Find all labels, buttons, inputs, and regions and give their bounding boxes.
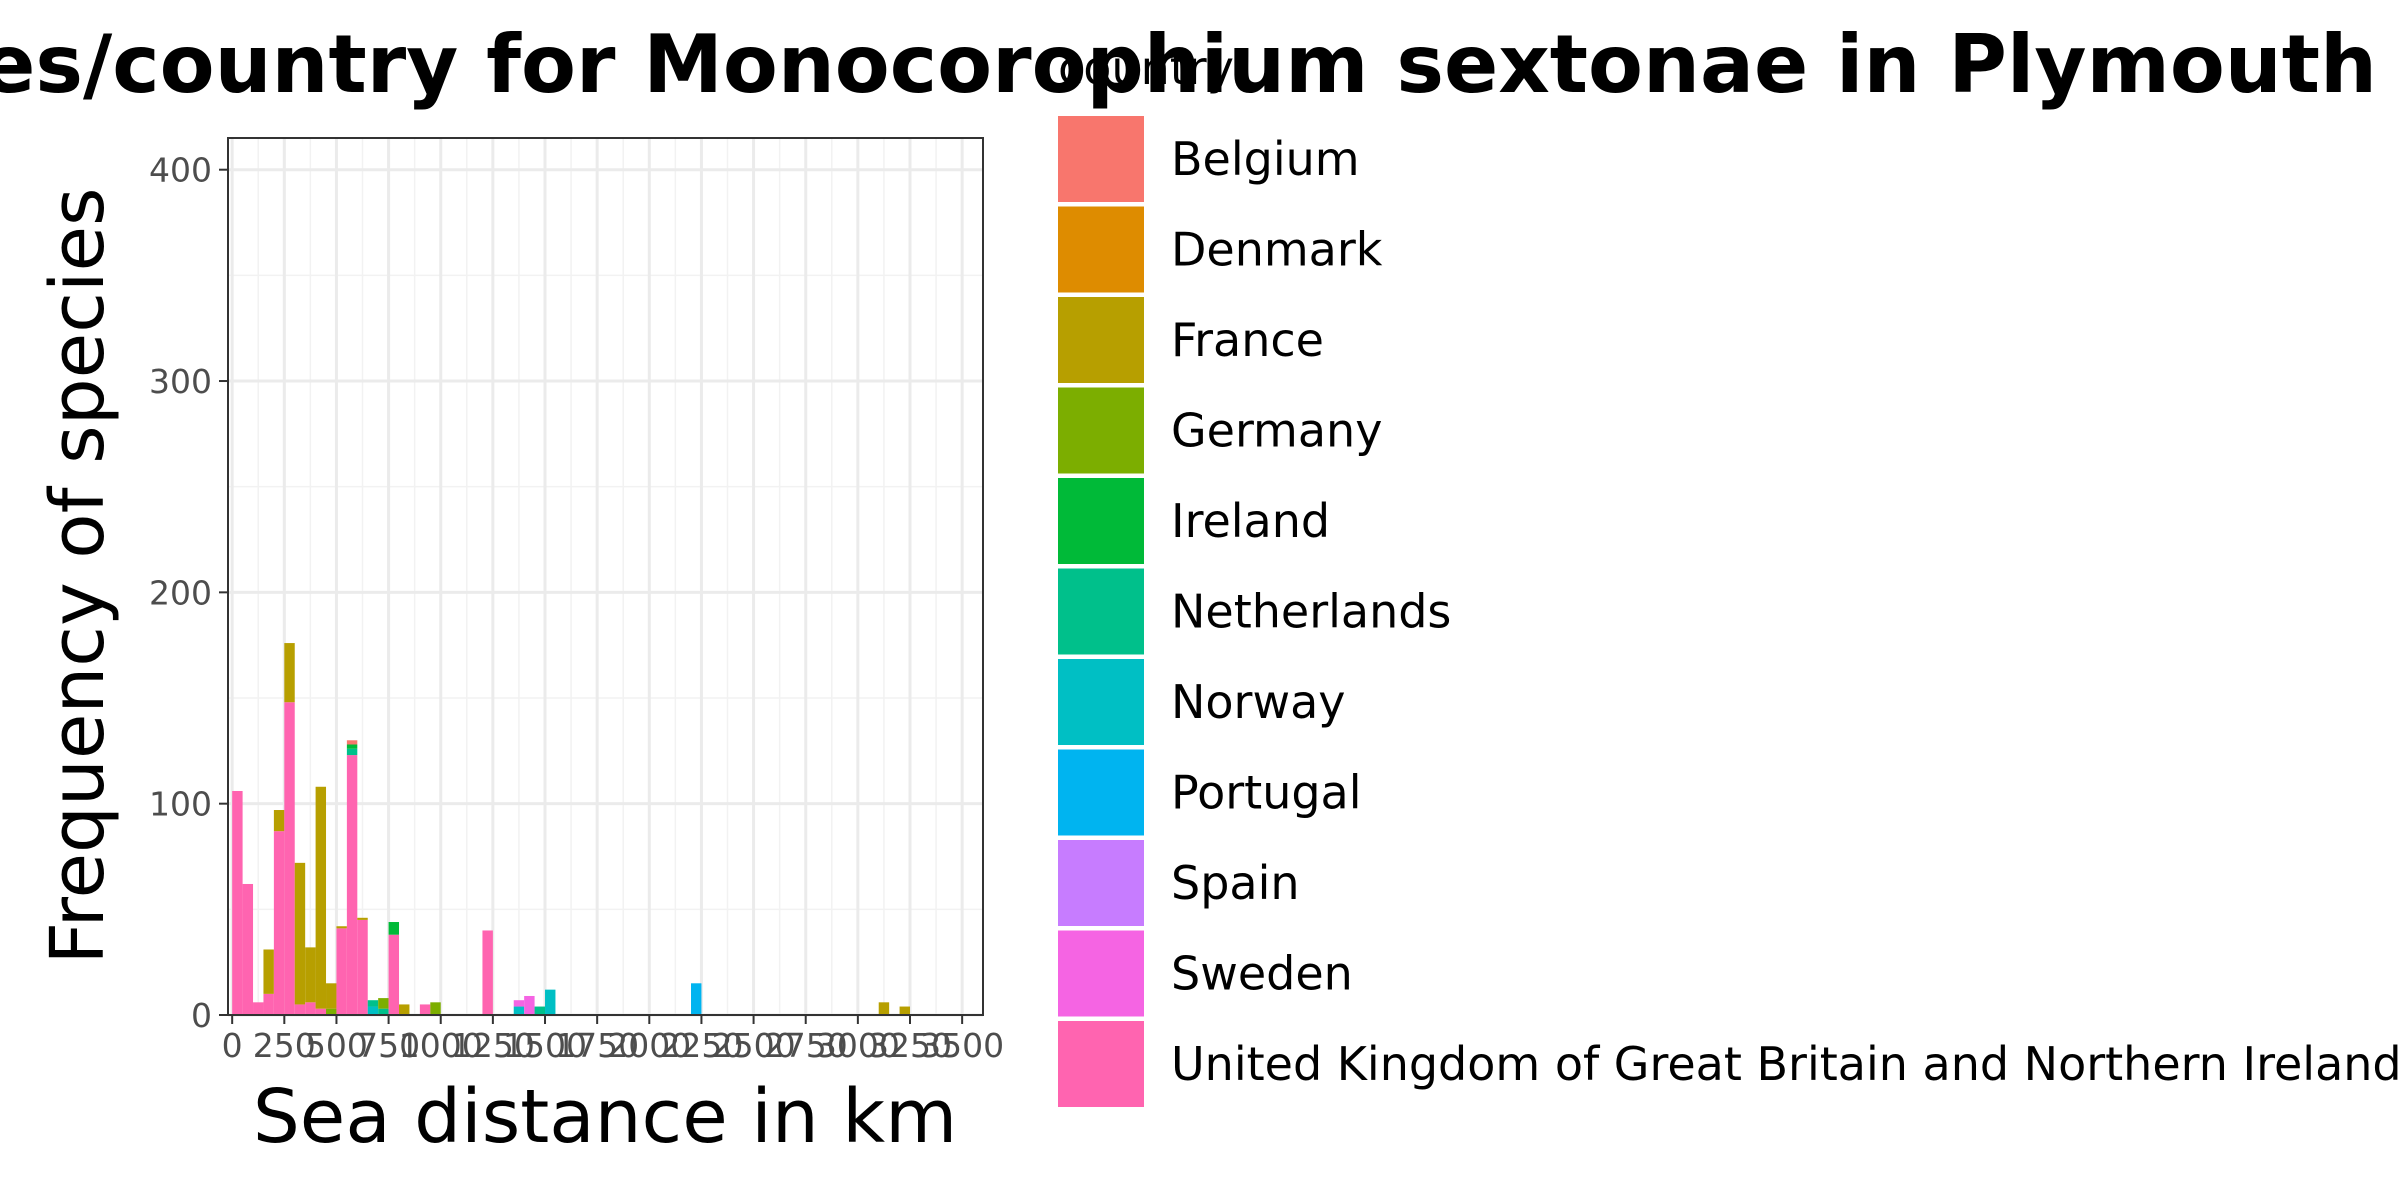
- histogram-bar-segment: [263, 949, 274, 994]
- histogram-bar-segment: [273, 831, 285, 1015]
- legend-key: [1058, 387, 1144, 474]
- histogram-bar-segment: [378, 998, 389, 1009]
- x-axis-title: Sea distance in km: [253, 1074, 957, 1160]
- legend-title: country: [1058, 41, 1234, 95]
- legend-label: Portugal: [1171, 766, 1362, 820]
- histogram-bar-segment: [513, 1000, 525, 1007]
- y-tick-label: 300: [149, 362, 212, 401]
- y-tick-label: 0: [191, 996, 212, 1035]
- histogram-bar-segment: [367, 1006, 379, 1015]
- histogram-bar-segment: [336, 928, 347, 1015]
- histogram-bar-segment: [346, 748, 358, 756]
- y-tick-label: 200: [149, 573, 212, 612]
- y-tick-label: 100: [149, 785, 212, 824]
- histogram-bar-segment: [305, 947, 316, 1003]
- legend-label: France: [1171, 313, 1324, 367]
- x-tick-label: 750: [357, 1026, 420, 1065]
- histogram-bar-segment: [232, 790, 243, 1015]
- histogram-bar-segment: [284, 702, 295, 1015]
- histogram-bar-segment: [691, 983, 702, 1015]
- legend-key: [1058, 749, 1144, 836]
- legend-label: Ireland: [1171, 494, 1330, 548]
- x-tick-label: 1500: [503, 1026, 587, 1065]
- histogram-bar-segment: [315, 786, 327, 1009]
- x-tick-label: 3000: [816, 1026, 900, 1065]
- legend-label: Spain: [1171, 856, 1300, 910]
- histogram-bar-segment: [315, 1008, 327, 1015]
- x-tick-label: 1750: [555, 1026, 639, 1065]
- legend-label: Sweden: [1171, 947, 1353, 1001]
- x-tick-label: 3250: [868, 1026, 952, 1065]
- histogram-bar-segment: [367, 1000, 379, 1007]
- x-tick-label: 1250: [451, 1026, 535, 1065]
- histogram-bar-segment: [513, 1006, 525, 1015]
- legend-key: [1058, 1021, 1144, 1107]
- histogram-bar-segment: [263, 993, 274, 1015]
- x-tick-label: 500: [305, 1026, 368, 1065]
- legend-key: [1058, 930, 1144, 1017]
- histogram-bar-segment: [242, 883, 254, 1015]
- y-axis-title: Frequency of species: [35, 187, 121, 964]
- histogram-bar-segment: [524, 995, 535, 1015]
- histogram-bar-segment: [357, 919, 368, 1015]
- histogram-bar-segment: [284, 643, 295, 703]
- histogram-bar-segment: [336, 926, 347, 929]
- histogram-bar-segment: [346, 740, 358, 745]
- histogram-bar-segment: [326, 1008, 337, 1015]
- histogram-bar-segment: [482, 930, 493, 1015]
- legend-key: [1058, 297, 1144, 383]
- histogram-bar-segment: [430, 1002, 441, 1015]
- histogram-bar-segment: [357, 917, 368, 920]
- x-tick-label: 2500: [712, 1026, 796, 1065]
- legend-label: Netherlands: [1171, 585, 1451, 639]
- histogram-bar-segment: [253, 1002, 264, 1015]
- x-tick-label: 3500: [920, 1026, 1004, 1065]
- histogram-bar-segment: [294, 862, 306, 1005]
- grid-lines: [228, 138, 983, 1017]
- histogram-bar-segment: [346, 744, 358, 749]
- histogram-bar-segment: [294, 1004, 306, 1015]
- legend-key: [1058, 478, 1144, 564]
- histogram-bar-segment: [326, 983, 337, 1009]
- histogram-bar-segment: [419, 1004, 431, 1015]
- legend-label: Belgium: [1171, 132, 1360, 186]
- histogram-bar-segment: [534, 1006, 546, 1015]
- histogram-bar-segment: [388, 934, 400, 1015]
- histogram-bar-segment: [346, 755, 358, 1015]
- x-tick-label: 2750: [764, 1026, 848, 1065]
- legend: country Belgium Denmark France Germany Irela…: [1058, 41, 2400, 1107]
- x-tick-label: 2250: [659, 1026, 743, 1065]
- histogram-bar-segment: [899, 1006, 911, 1015]
- legend-label: United Kingdom of Great Britain and Nort…: [1171, 1037, 2400, 1091]
- histogram-bar-segment: [378, 1008, 389, 1015]
- legend-label: Germany: [1171, 404, 1382, 458]
- bars: [232, 643, 911, 1015]
- x-tick-label: 0: [222, 1026, 243, 1065]
- plot-panel-background: [228, 138, 983, 1015]
- legend-key: [1058, 840, 1144, 926]
- histogram-bar-segment: [388, 922, 400, 935]
- x-tick-label: 2000: [607, 1026, 691, 1065]
- legend-key: [1058, 659, 1144, 745]
- legend-key: [1058, 568, 1144, 655]
- legend-key: [1058, 116, 1144, 202]
- chart-title: Distances/country for Monocorophium sext…: [0, 18, 2377, 111]
- legend-label: Denmark: [1171, 223, 1383, 277]
- axis-ticks: 0 250500750100012501500175020002250250027…: [149, 151, 1004, 1065]
- legend-key: [1058, 206, 1144, 293]
- histogram-bar-segment: [273, 810, 285, 832]
- histogram-bar-segment: [878, 1002, 890, 1015]
- x-tick-label: 1000: [399, 1026, 483, 1065]
- histogram-bar-segment: [399, 1004, 410, 1015]
- plot-panel-border: [227, 137, 984, 1016]
- y-tick-label: 400: [149, 151, 212, 190]
- legend-label: Norway: [1171, 675, 1346, 729]
- x-tick-label: 250: [253, 1026, 316, 1065]
- histogram-bar-segment: [545, 989, 556, 1015]
- histogram-bar-segment: [305, 1002, 316, 1015]
